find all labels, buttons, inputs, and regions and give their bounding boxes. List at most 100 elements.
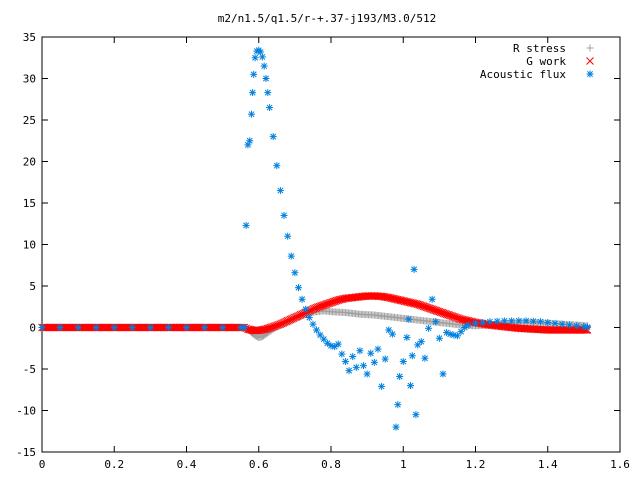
data-point [439, 309, 448, 318]
plot-frame [41, 36, 621, 453]
data-point [322, 300, 331, 308]
data-point [318, 301, 327, 310]
x-tick-label: 0.4 [177, 458, 197, 471]
data-point [374, 345, 382, 353]
data-point [416, 301, 425, 310]
data-point [56, 324, 64, 331]
data-point [493, 317, 501, 325]
data-point [328, 298, 337, 306]
data-point [313, 326, 321, 334]
data-point [330, 297, 338, 306]
y-tick-label: 10 [23, 239, 36, 252]
data-point [441, 309, 450, 318]
chart-title: m2/n1.5/q1.5/r-+.37-j193/M3.0/512 [218, 12, 437, 25]
data-point [573, 322, 581, 330]
data-point [428, 295, 436, 303]
data-point [415, 300, 423, 309]
data-point [128, 324, 136, 331]
data-point [312, 303, 321, 312]
data-point [452, 313, 461, 322]
data-point [273, 321, 282, 330]
data-point [479, 319, 487, 327]
data-point [319, 301, 328, 309]
x-tick-label: 1.4 [538, 458, 558, 471]
data-point [426, 304, 435, 313]
data-point [423, 303, 432, 312]
data-point [317, 302, 325, 310]
data-point [269, 133, 277, 141]
y-tick-label: -5 [23, 363, 36, 376]
data-point [74, 324, 82, 331]
data-point [321, 300, 330, 309]
data-point [583, 323, 591, 331]
legend-label: G work [526, 55, 566, 68]
data-point [500, 317, 508, 325]
data-point [445, 311, 454, 320]
data-point [447, 311, 455, 320]
data-point [331, 343, 339, 351]
data-point [428, 305, 437, 314]
data-point [323, 339, 331, 347]
data-point [249, 89, 257, 97]
data-point [332, 296, 341, 305]
data-point [267, 323, 276, 332]
data-point [345, 367, 353, 375]
data-point [486, 318, 494, 326]
data-point [360, 362, 368, 370]
data-point [334, 340, 342, 348]
x-tick-label: 0.8 [321, 458, 341, 471]
data-point [435, 307, 444, 316]
data-point [446, 330, 454, 338]
data-point [410, 299, 419, 308]
data-point [394, 401, 402, 409]
data-point [410, 265, 418, 273]
data-point [356, 347, 364, 355]
data-point [425, 324, 433, 332]
legend-marker [586, 70, 594, 78]
data-point [183, 324, 190, 331]
data-point [315, 302, 324, 311]
axes: 0 0.2 0.4 0.6 0.8 1 1.2 1.4 1.6 -15 -10 -5 0 5 10 15 20 2… [16, 31, 630, 471]
data-point [270, 322, 279, 331]
data-point [461, 324, 469, 331]
data-point [406, 382, 414, 390]
data-point [432, 306, 441, 315]
data-point [450, 331, 458, 339]
data-point [422, 303, 431, 312]
data-point [273, 162, 281, 170]
data-point [363, 370, 371, 378]
data-point [294, 284, 302, 292]
data-point [370, 358, 378, 366]
data-point [257, 48, 265, 56]
data-point [258, 53, 266, 61]
data-point [219, 324, 227, 331]
data-point [291, 269, 299, 277]
data-point [338, 350, 346, 358]
data-point [537, 318, 545, 326]
data-point [260, 325, 269, 334]
legend-marker [586, 57, 594, 65]
data-point [248, 110, 256, 118]
data-point [264, 89, 272, 97]
data-point [558, 320, 566, 328]
data-point [242, 221, 250, 229]
data-point [464, 321, 472, 329]
data-point [413, 300, 422, 309]
y-tick-label: 25 [23, 114, 36, 127]
data-point [522, 317, 530, 325]
data-point [421, 354, 429, 362]
data-point [269, 322, 278, 331]
data-point [284, 232, 292, 240]
data-point [455, 314, 464, 323]
data-point [454, 314, 463, 323]
data-point [565, 321, 573, 329]
data-point [515, 317, 523, 325]
data-point [453, 332, 461, 340]
data-point [341, 358, 349, 366]
data-point [263, 324, 272, 333]
series-acoustic-flux [38, 46, 591, 431]
data-point [451, 313, 460, 322]
data-point [412, 411, 420, 419]
